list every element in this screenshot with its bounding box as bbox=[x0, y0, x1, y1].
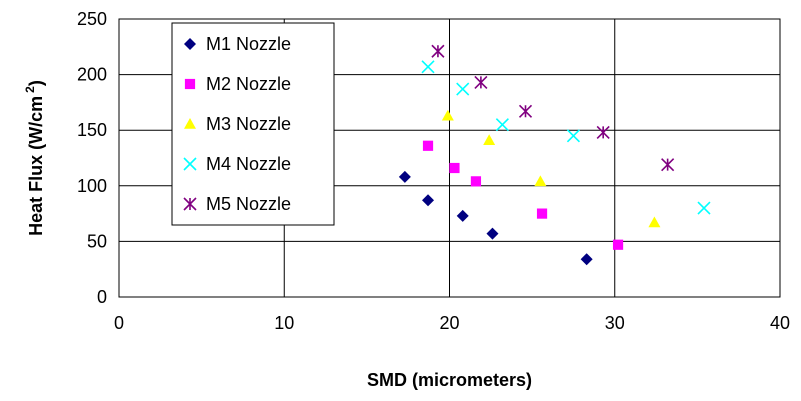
data-point bbox=[534, 175, 547, 187]
data-point bbox=[470, 176, 482, 187]
legend-marker bbox=[183, 197, 197, 211]
y-tick-label: 0 bbox=[97, 287, 107, 307]
x-tick-label: 20 bbox=[439, 313, 459, 333]
legend-entry: M3 Nozzle bbox=[184, 114, 291, 134]
y-tick-label: 150 bbox=[77, 120, 107, 140]
data-point bbox=[422, 194, 435, 207]
data-point bbox=[398, 170, 411, 183]
data-point bbox=[612, 239, 624, 250]
data-point bbox=[474, 75, 488, 89]
data-point bbox=[648, 216, 661, 228]
y-tick-label: 100 bbox=[77, 176, 107, 196]
legend-entry: M4 Nozzle bbox=[183, 154, 291, 174]
data-point bbox=[518, 104, 533, 118]
legend-label: M4 Nozzle bbox=[206, 154, 291, 174]
data-point bbox=[422, 140, 434, 151]
y-axis-title: Heat Flux (W/cm 2) bbox=[23, 80, 46, 236]
series-4 bbox=[421, 60, 711, 215]
x-axis-title: SMD (micrometers) bbox=[367, 370, 532, 390]
legend-marker bbox=[184, 78, 196, 90]
data-point bbox=[431, 44, 445, 58]
data-point bbox=[495, 118, 509, 132]
legend-marker bbox=[184, 118, 196, 129]
legend-box bbox=[171, 22, 335, 226]
series-5 bbox=[431, 44, 675, 172]
y-axis-tick-labels: 0 50 100 150 200 250 bbox=[77, 9, 107, 307]
data-point bbox=[596, 125, 610, 139]
y-tick-label: 200 bbox=[77, 65, 107, 85]
legend-label: M1 Nozzle bbox=[206, 34, 291, 54]
data-point bbox=[536, 208, 548, 219]
data-point bbox=[486, 227, 499, 240]
x-axis-tick-labels: 0 10 20 30 40 bbox=[114, 313, 790, 333]
series-3 bbox=[441, 109, 661, 228]
legend-marker bbox=[183, 157, 197, 171]
x-tick-label: 10 bbox=[274, 313, 294, 333]
x-tick-label: 40 bbox=[770, 313, 790, 333]
y-axis-title-superscript: 2 bbox=[23, 86, 37, 93]
legend-label: M3 Nozzle bbox=[206, 114, 291, 134]
data-point bbox=[456, 82, 470, 96]
data-point bbox=[661, 158, 675, 172]
y-tick-label: 250 bbox=[77, 9, 107, 29]
legend-entry: M5 Nozzle bbox=[183, 194, 291, 214]
y-axis-title-main: Heat Flux (W/cm bbox=[26, 96, 46, 236]
data-point bbox=[441, 109, 454, 121]
data-point bbox=[456, 209, 469, 222]
data-point bbox=[421, 60, 435, 74]
legend-label: M2 Nozzle bbox=[206, 74, 291, 94]
legend-marker bbox=[184, 38, 196, 50]
y-axis-title-close: ) bbox=[26, 80, 46, 86]
x-tick-label: 0 bbox=[114, 313, 124, 333]
data-series bbox=[398, 44, 711, 266]
legend-label: M5 Nozzle bbox=[206, 194, 291, 214]
x-tick-label: 30 bbox=[605, 313, 625, 333]
y-tick-label: 50 bbox=[87, 231, 107, 251]
data-point bbox=[580, 253, 593, 266]
series-1 bbox=[398, 170, 593, 266]
data-point bbox=[566, 129, 581, 143]
legend: M1 Nozzle M2 Nozzle M3 Nozzle M4 Nozzle M5 N… bbox=[171, 22, 335, 226]
data-point bbox=[697, 201, 711, 215]
legend-entry: M2 Nozzle bbox=[184, 74, 291, 94]
data-point bbox=[449, 162, 460, 174]
plot-area-frame bbox=[118, 18, 781, 298]
series-2 bbox=[422, 140, 624, 250]
legend-entry: M1 Nozzle bbox=[184, 34, 291, 54]
data-point bbox=[483, 134, 496, 146]
